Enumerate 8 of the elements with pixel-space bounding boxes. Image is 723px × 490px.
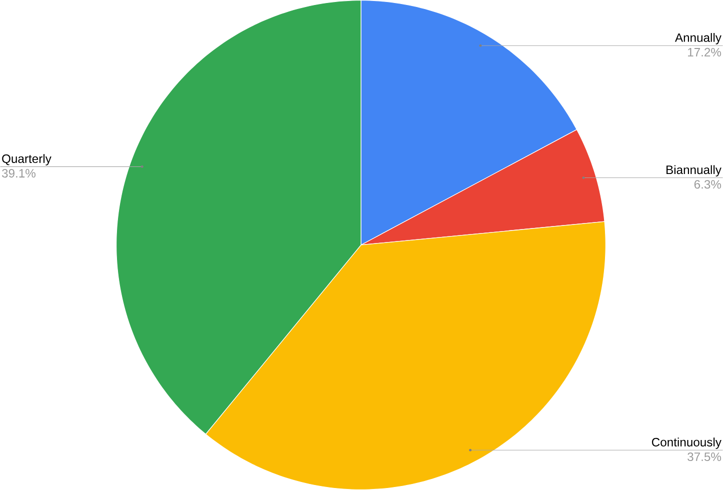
data-label: 37.5% xyxy=(688,452,722,462)
slice-label: Quarterly xyxy=(2,154,52,166)
slice-label: Continuously xyxy=(652,438,722,449)
data-label: 39.1% xyxy=(2,168,36,178)
data-label: 6.3% xyxy=(694,180,722,189)
data-label: 17.2% xyxy=(688,48,722,56)
slice-label: Biannually xyxy=(666,165,722,176)
slice-label: Annually xyxy=(674,33,722,44)
